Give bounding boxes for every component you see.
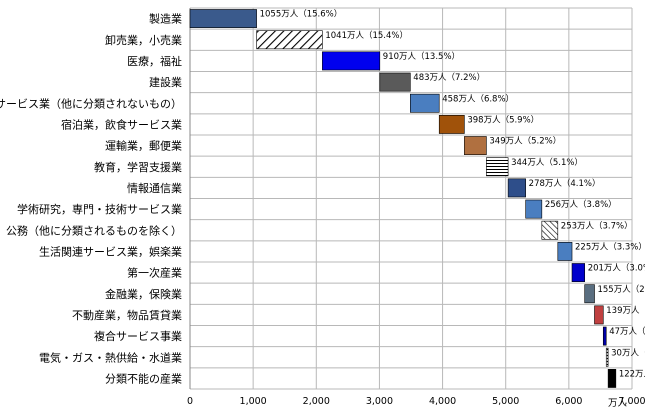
bar-4: [379, 72, 411, 92]
category-label-4: 建設業: [149, 75, 182, 89]
value-label-4: 483万人（7.2%）: [413, 72, 485, 83]
bar-16: [602, 326, 607, 346]
value-label-15: 139万人（2.1%）: [606, 305, 645, 316]
value-label-2: 1041万人（15.4%）: [325, 30, 408, 41]
bar-6: [438, 115, 465, 134]
category-label-8: 教育，学習支援業: [94, 160, 182, 174]
bar-8: [486, 157, 509, 177]
category-label-15: 不動産業，物品賃貸業: [72, 308, 182, 322]
category-label-18: 分類不能の産業: [105, 371, 182, 385]
x-tick-label: 2,000: [303, 396, 330, 407]
value-label-17: 30万人（0.4%）: [611, 347, 645, 358]
category-label-11: 公務（他に分類されるものを除く）: [6, 223, 182, 237]
category-label-17: 電気・ガス・熱供給・水道業: [39, 350, 182, 364]
value-label-layer: 1055万人（15.6%） 1041万人（15.4%） 910万人（13.5%） 48…: [260, 9, 645, 380]
category-label-14: 金融業，保険業: [105, 287, 182, 301]
x-tick-label: 6,000: [555, 396, 582, 407]
bar-11: [541, 220, 559, 240]
value-label-8: 344万人（5.1%）: [511, 157, 583, 168]
category-label-10: 学術研究，専門・技術サービス業: [17, 202, 182, 216]
bar-7: [464, 136, 487, 155]
grid-layer: [189, 7, 633, 390]
x-tick-label: 5,000: [492, 396, 519, 407]
category-label-1: 製造業: [149, 12, 182, 26]
value-label-1: 1055万人（15.6%）: [260, 9, 343, 20]
bar-12: [557, 242, 573, 261]
x-axis-unit-label: 万人: [608, 398, 628, 409]
category-label-2: 卸売業，小売業: [105, 33, 182, 47]
value-label-5: 458万人（6.8%）: [442, 93, 514, 104]
x-tick-label: 7,000: [618, 396, 645, 407]
bar-14: [584, 284, 595, 304]
x-tick-label: 3,000: [366, 396, 393, 407]
bar-3: [322, 51, 381, 71]
x-tick-layer: 0 1,000 2,000 3,000 4,000 5,000 6,000 7,000: [187, 396, 645, 407]
category-label-7: 運輸業，郵便業: [105, 139, 182, 153]
value-label-11: 253万人（3.7%）: [561, 220, 633, 231]
category-label-9: 情報通信業: [127, 182, 182, 195]
bar-13: [571, 263, 586, 282]
category-label-6: 宿泊業，飲食サービス業: [61, 117, 182, 131]
bar-layer: [189, 9, 617, 388]
bar-18: [607, 369, 617, 388]
value-label-14: 155万人（2.3%）: [597, 284, 645, 295]
category-label-12: 生活関連サービス業，娯楽業: [39, 244, 182, 258]
bar-10: [525, 199, 543, 219]
bar-15: [594, 305, 604, 325]
value-label-6: 398万人（5.9%）: [467, 114, 539, 125]
bar-5: [410, 93, 440, 113]
bar-1: [189, 9, 257, 28]
value-label-3: 910万人（13.5%）: [383, 51, 460, 62]
category-label-13: 第一次産業: [127, 266, 182, 280]
value-label-18: 122万人（1.8%）: [619, 368, 645, 379]
x-tick-label: 0: [187, 396, 193, 407]
x-tick-label: 4,000: [429, 396, 456, 407]
category-label-3: 医療，福祉: [127, 54, 182, 68]
value-label-10: 256万人（3.8%）: [545, 199, 617, 210]
value-label-7: 349万人（5.2%）: [489, 136, 561, 147]
bar-9: [507, 178, 526, 198]
value-label-16: 47万人（0.7%）: [609, 326, 645, 337]
bar-17: [605, 347, 609, 367]
category-label-16: 複合サービス事業: [94, 329, 182, 343]
value-label-12: 225万人（3.3%）: [575, 241, 645, 252]
x-tick-label: 1,000: [240, 396, 267, 407]
bar-2: [256, 30, 323, 50]
value-label-13: 201万人（3.0%）: [588, 263, 645, 274]
value-label-9: 278万人（4.1%）: [529, 178, 601, 189]
category-label-5: サービス業（他に分類されないもの）: [0, 97, 182, 110]
